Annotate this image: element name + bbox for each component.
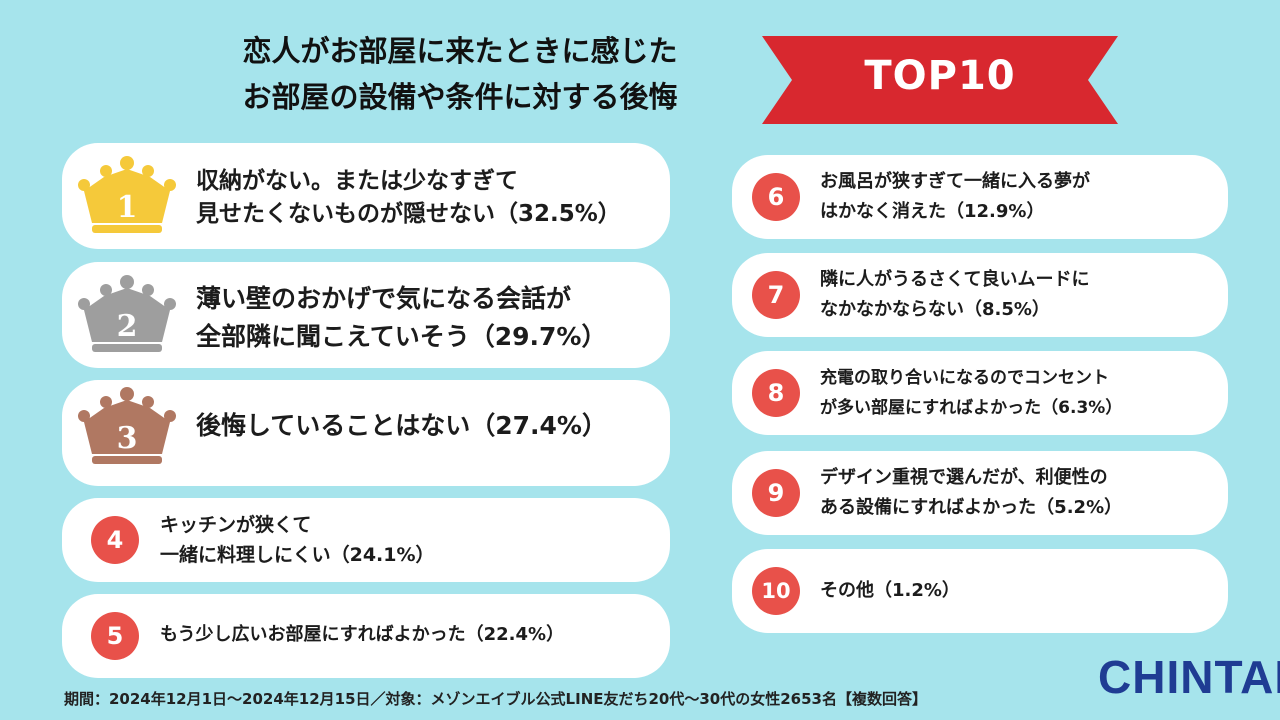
ranking-card-4: 4 キッチンが狭くて 一緒に料理しにくい（24.1%） [62,498,670,582]
ranking-card-9: 9 デザイン重視で選んだが、利便性の ある設備にすればよかった（5.2%） [732,451,1228,535]
ranking-line: キッチンが狭くて [160,514,312,536]
svg-text:3: 3 [117,421,138,456]
ranking-card-5: 5 もう少し広いお部屋にすればよかった（22.4%） [62,594,670,678]
ranking-line: 見せたくないものが隠せない（32.5%） [196,201,621,227]
ranking-text-4: キッチンが狭くて 一緒に料理しにくい（24.1%） [160,510,435,570]
ranking-card-10: 10 その他（1.2%） [732,549,1228,633]
rank-number-badge: 4 [91,516,139,564]
ranking-line: 薄い壁のおかげで気になる会話が [196,284,572,313]
rank-number-badge: 5 [91,612,139,660]
svg-text:2: 2 [117,309,138,344]
ranking-line: 後悔していることはない（27.4%） [196,411,607,440]
ranking-text-1: 収納がない。または少なすぎて 見せたくないものが隠せない（32.5%） [196,165,621,231]
ranking-text-8: 充電の取り合いになるのでコンセント が多い部屋にすればよかった（6.3%） [820,363,1122,423]
ranking-card-1: 1 収納がない。または少なすぎて 見せたくないものが隠せない（32.5%） [62,143,670,249]
ranking-card-3: 3 後悔していることはない（27.4%） [62,380,670,486]
ranking-line: 充電の取り合いになるのでコンセント [820,368,1109,388]
ranking-text-2: 薄い壁のおかげで気になる会話が 全部隣に聞こえていそう（29.7%） [196,280,606,356]
ranking-line: その他（1.2%） [820,580,960,601]
ranking-text-6: お風呂が狭すぎて一緒に入る夢が はかなく消えた（12.9%） [820,167,1090,227]
ranking-line: デザイン重視で選んだが、利便性の [820,467,1108,488]
title-line-2: お部屋の設備や条件に対する後悔 [242,80,678,114]
svg-text:1: 1 [117,190,138,225]
chintai-logo: CHINTAI [1098,651,1280,703]
ranking-text-7: 隣に人がうるさくて良いムードに なかなかならない（8.5%） [820,265,1089,325]
ranking-line: 隣に人がうるさくて良いムードに [820,269,1090,290]
gold-crown-icon: 1 [78,156,176,233]
ribbon-shape [762,36,1118,124]
ranking-card-8: 8 充電の取り合いになるのでコンセント が多い部屋にすればよかった（6.3%） [732,351,1228,435]
ranking-text-10: その他（1.2%） [820,576,960,606]
ranking-text-3: 後悔していることはない（27.4%） [196,408,607,444]
ranking-line: 全部隣に聞こえていそう（29.7%） [196,322,607,351]
banner-label: TOP10 [864,53,1016,99]
page-title: 恋人がお部屋に来たときに感じた お部屋の設備や条件に対する後悔 [200,28,720,120]
ranking-text-5: もう少し広いお部屋にすればよかった（22.4%） [160,620,564,650]
ranking-line: お風呂が狭すぎて一緒に入る夢が [820,171,1090,192]
ranking-line: もう少し広いお部屋にすればよかった（22.4%） [160,624,565,645]
ranking-line: 一緒に料理しにくい（24.1%） [160,544,435,566]
ranking-line: 収納がない。または少なすぎて [196,168,518,194]
title-line-1: 恋人がお部屋に来たときに感じた [242,34,678,68]
ranking-card-6: 6 お風呂が狭すぎて一緒に入る夢が はかなく消えた（12.9%） [732,155,1228,239]
ranking-line: が多い部屋にすればよかった（6.3%） [820,398,1123,418]
rank-number-badge: 8 [752,369,800,417]
survey-footnote: 期間：2024年12月1日～2024年12月15日／対象：メゾンエイブル公式LI… [64,690,927,708]
ranking-card-7: 7 隣に人がうるさくて良いムードに なかなかならない（8.5%） [732,253,1228,337]
ranking-card-2: 2 薄い壁のおかげで気になる会話が 全部隣に聞こえていそう（29.7%） [62,262,670,368]
bronze-crown-icon: 3 [78,387,176,464]
rank-number-badge: 10 [752,567,800,615]
ranking-line: ある設備にすればよかった（5.2%） [820,497,1123,518]
ranking-line: なかなかならない（8.5%） [820,299,1050,320]
rank-number-badge: 9 [752,469,800,517]
silver-crown-icon: 2 [78,275,176,352]
rank-number-badge: 7 [752,271,800,319]
ranking-text-9: デザイン重視で選んだが、利便性の ある設備にすればよかった（5.2%） [820,463,1122,523]
ranking-line: はかなく消えた（12.9%） [820,201,1045,222]
rank-number-badge: 6 [752,173,800,221]
top10-banner: TOP10 [762,28,1118,124]
